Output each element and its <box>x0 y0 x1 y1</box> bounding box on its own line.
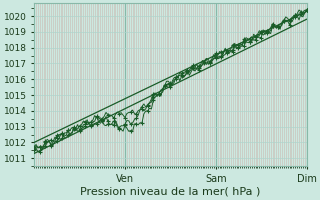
X-axis label: Pression niveau de la mer( hPa ): Pression niveau de la mer( hPa ) <box>80 187 260 197</box>
